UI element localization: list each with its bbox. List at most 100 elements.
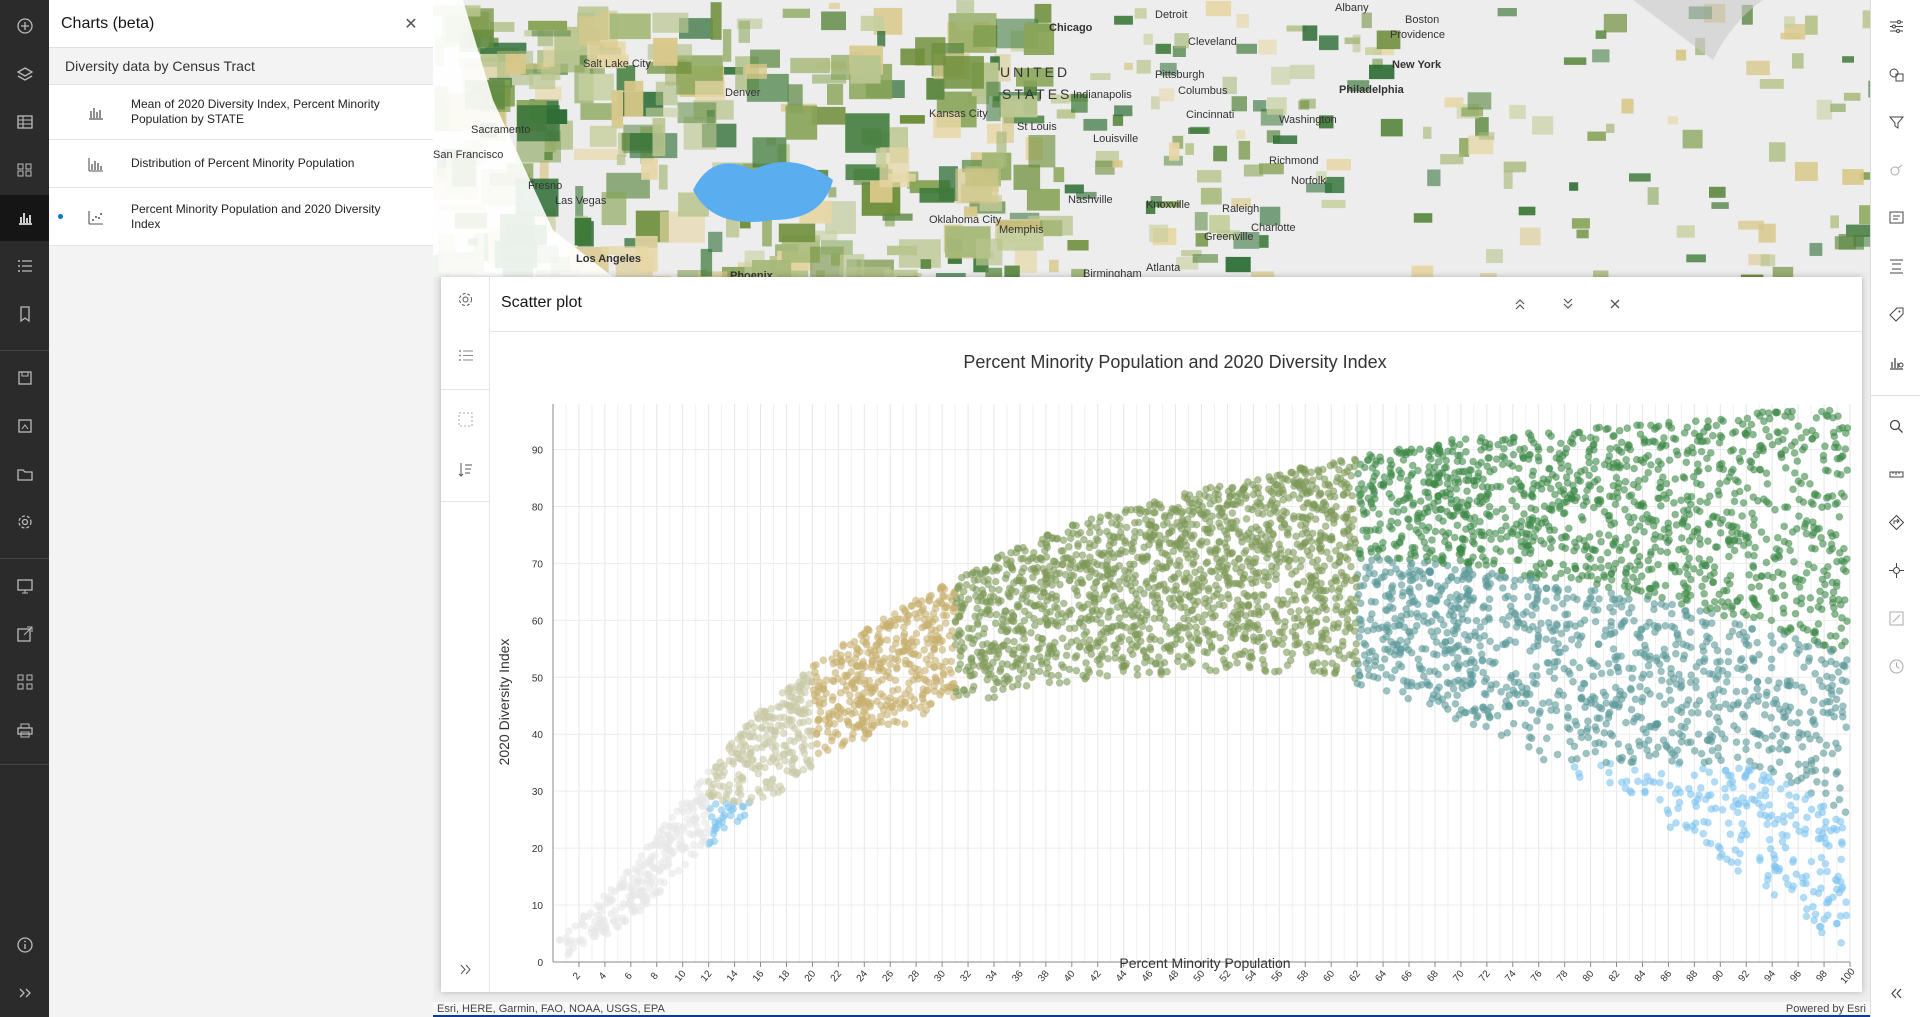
scatter-point: [1800, 663, 1808, 672]
scatter-point: [931, 675, 940, 684]
scatter-point: [1160, 616, 1169, 624]
directions-icon[interactable]: [1871, 499, 1920, 545]
scatter-point: [1626, 747, 1635, 756]
scatter-point: [1548, 537, 1556, 546]
scatter-point: [702, 829, 711, 837]
save-as-icon[interactable]: [0, 403, 49, 449]
apps-icon[interactable]: [0, 659, 49, 705]
city-label: Fresno: [528, 180, 563, 192]
close-chart-icon[interactable]: [1604, 293, 1626, 315]
scatter-point: [1279, 507, 1288, 516]
map-tract: [1273, 135, 1298, 144]
data-list-icon[interactable]: [441, 333, 489, 377]
scatter-point: [1530, 533, 1539, 541]
chevrons-up-icon[interactable]: [1509, 293, 1531, 315]
scatter-point: [1607, 629, 1616, 638]
scatter-point: [1561, 544, 1570, 553]
chart-list-item[interactable]: Distribution of Percent Minority Populat…: [49, 140, 433, 188]
scatter-point: [1342, 608, 1351, 617]
layers-icon[interactable]: [0, 51, 49, 97]
map-tract: [1271, 66, 1291, 85]
scatter-point: [1396, 650, 1404, 659]
scatter-point: [1305, 614, 1314, 623]
scatter-point: [1354, 590, 1363, 599]
scatter-point: [1667, 670, 1675, 678]
expand-side-icon[interactable]: [441, 947, 489, 991]
save-icon[interactable]: [0, 355, 49, 401]
measure-icon[interactable]: [1871, 451, 1920, 497]
list-icon[interactable]: [0, 243, 49, 289]
map-tract: [489, 22, 515, 32]
map-tract: [1423, 126, 1432, 139]
scatter-point: [1644, 592, 1653, 600]
scatter-point: [1510, 609, 1519, 618]
open-folder-icon[interactable]: [0, 451, 49, 497]
scatter-point: [1105, 541, 1114, 550]
chart-settings-icon[interactable]: [441, 277, 489, 321]
collapse-icon[interactable]: [1871, 970, 1920, 1016]
scatter-point: [1085, 636, 1094, 644]
city-label: Washington: [1279, 114, 1337, 126]
table-icon[interactable]: [0, 99, 49, 145]
city-label: Raleigh: [1222, 203, 1260, 215]
search-icon[interactable]: [1871, 403, 1920, 449]
align-icon[interactable]: [1871, 243, 1920, 289]
bar-chart-icon: [81, 104, 111, 120]
scatter-point: [1360, 651, 1369, 660]
chevrons-down-icon[interactable]: [1557, 293, 1579, 315]
scatter-point: [1591, 617, 1600, 626]
scatter-point: [1798, 445, 1807, 454]
close-icon[interactable]: ✕: [404, 15, 418, 33]
map-tract: [1347, 80, 1370, 92]
selection-icon[interactable]: [441, 397, 489, 441]
add-icon[interactable]: [0, 3, 49, 49]
scatter-point: [1617, 778, 1626, 787]
scatter-point: [846, 691, 854, 700]
scatter-point: [1828, 749, 1837, 758]
scatter-point: [1356, 599, 1365, 608]
info-icon[interactable]: [0, 922, 49, 968]
scatter-point: [1217, 593, 1226, 602]
bookmark-icon[interactable]: [0, 291, 49, 337]
time-icon[interactable]: [1871, 643, 1920, 689]
print-icon[interactable]: [0, 707, 49, 753]
chart-list-item-selected[interactable]: Percent Minority Population and 2020 Div…: [49, 188, 433, 246]
map-tract: [1163, 155, 1183, 166]
filter-icon[interactable]: [1871, 99, 1920, 145]
scatter-point: [1657, 667, 1665, 676]
share-icon[interactable]: [0, 611, 49, 657]
map-tract: [1003, 115, 1045, 124]
present-icon[interactable]: [0, 563, 49, 609]
settings-icon[interactable]: [0, 499, 49, 545]
sketch-icon[interactable]: [1871, 595, 1920, 641]
scatter-point: [1611, 559, 1620, 568]
configure-charts-icon[interactable]: [1871, 339, 1920, 385]
effects-icon[interactable]: [1871, 147, 1920, 193]
scatter-point: [1830, 712, 1839, 721]
scatter-point: [1586, 433, 1595, 442]
properties-icon[interactable]: [1871, 3, 1920, 49]
map-tract: [1185, 143, 1194, 155]
city-label: Oklahoma City: [929, 214, 1002, 226]
scatter-point: [1743, 414, 1752, 423]
scatter-point: [1574, 641, 1583, 649]
scatter-point: [1506, 547, 1515, 555]
legend-icon[interactable]: [0, 147, 49, 193]
scatter-point: [828, 655, 837, 663]
location-icon[interactable]: [1871, 547, 1920, 593]
charts-icon[interactable]: [0, 195, 49, 241]
styles-icon[interactable]: [1871, 51, 1920, 97]
map-tract: [1532, 116, 1554, 135]
popups-icon[interactable]: [1871, 195, 1920, 241]
sort-icon[interactable]: [441, 447, 489, 491]
scatter-point: [939, 591, 947, 600]
expand-icon[interactable]: [0, 970, 49, 1016]
map-tract: [1587, 131, 1606, 141]
chart-list-item[interactable]: Mean of 2020 Diversity Index, Percent Mi…: [49, 84, 433, 140]
scatter-point: [1231, 652, 1240, 660]
labels-icon[interactable]: [1871, 291, 1920, 337]
scatter-point: [1509, 485, 1518, 494]
scatter-point: [1809, 715, 1818, 724]
scatter-point: [1253, 498, 1262, 507]
scatter-point: [755, 734, 764, 743]
